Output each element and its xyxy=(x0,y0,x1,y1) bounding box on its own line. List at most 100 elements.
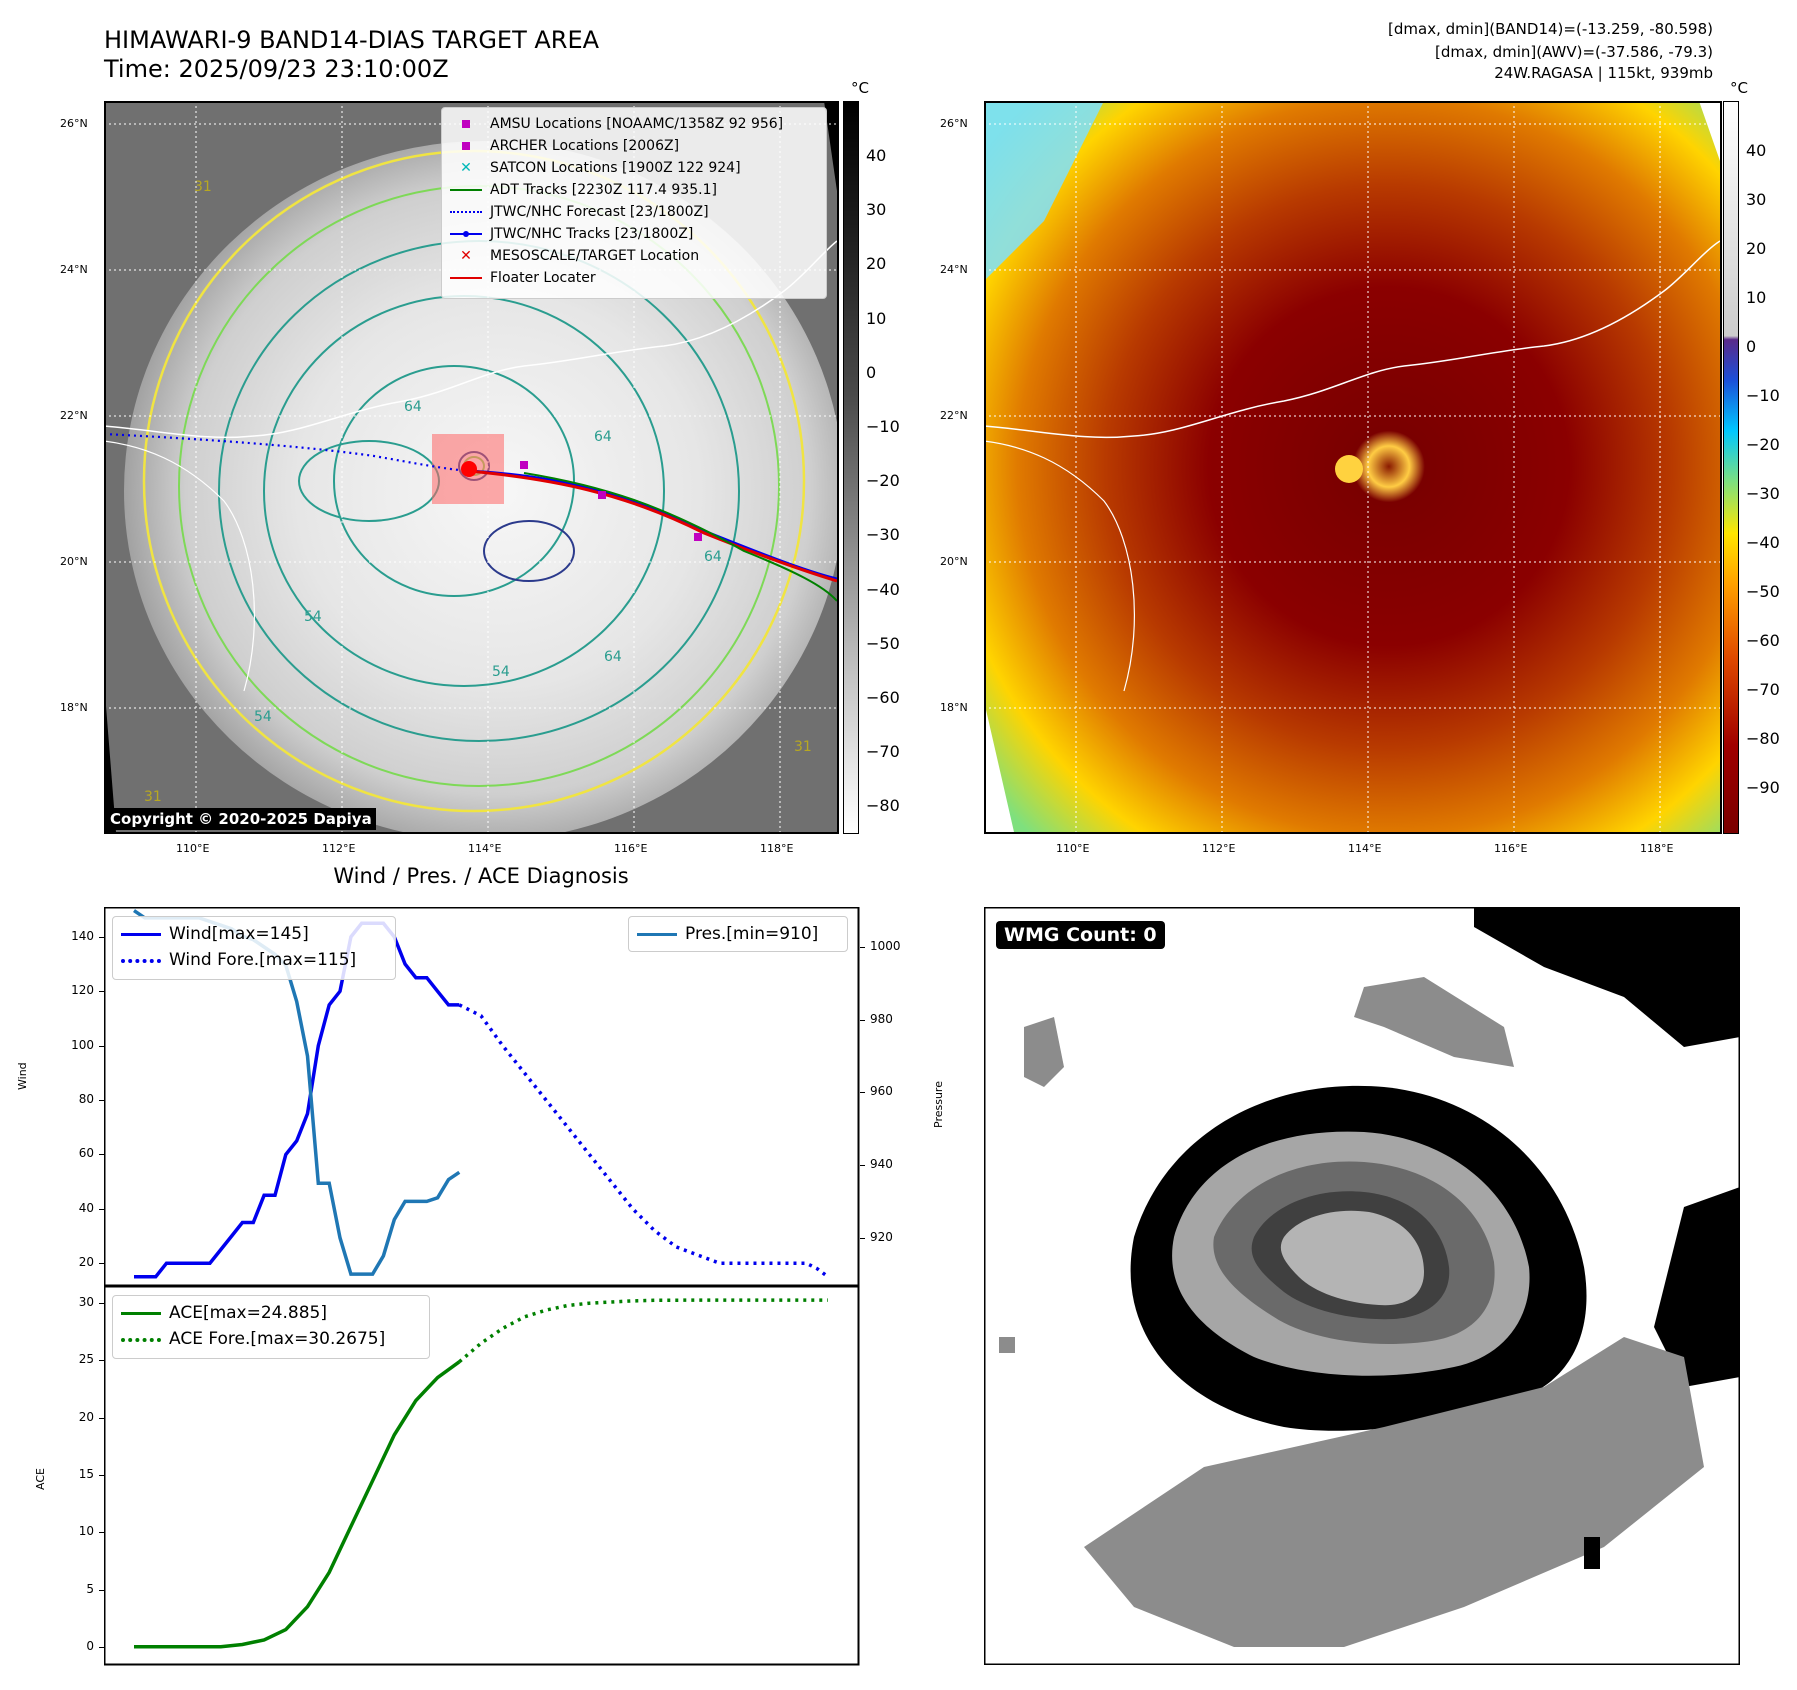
series-line-ace-fore xyxy=(458,1298,828,1364)
legend-line-wind-forecast xyxy=(121,959,161,963)
no-data-corner xyxy=(984,701,1014,832)
lon-label: 114°E xyxy=(1348,842,1382,855)
y2-tick-label: 960 xyxy=(870,1084,893,1099)
amsu-marker xyxy=(694,533,702,541)
colorbar-tick: −70 xyxy=(866,742,900,762)
lon-label: 118°E xyxy=(1640,842,1674,855)
colorbar-tick: −40 xyxy=(866,579,900,599)
copyright-label: Copyright © 2020-2025 Dapiya xyxy=(106,808,376,830)
tick-mark xyxy=(860,946,865,948)
legend-line-forecast xyxy=(450,211,482,213)
wmg-frame xyxy=(984,907,1740,1665)
forecast-track xyxy=(104,432,470,473)
tick-mark xyxy=(99,1154,104,1156)
ace-legend: ACE[max=24.885] ACE Fore.[max=30.2675] xyxy=(112,1295,430,1359)
lon-label: 110°E xyxy=(1056,842,1090,855)
lon-label: 112°E xyxy=(1202,842,1236,855)
wmg-black-region xyxy=(1474,907,1740,1047)
y-tick-label: 10 xyxy=(78,1524,94,1539)
colorbar-tick: −80 xyxy=(866,796,900,816)
cross-icon: ✕ xyxy=(460,160,472,176)
series-line-wind xyxy=(134,921,460,1279)
diagnosis-title: Wind / Pres. / ACE Diagnosis xyxy=(333,864,629,888)
wind-axis-label: Wind xyxy=(16,1062,29,1090)
coastline xyxy=(104,240,837,439)
lat-label: 22°N xyxy=(60,409,88,422)
temperature-contours xyxy=(142,149,806,813)
archer-marker xyxy=(598,491,606,499)
legend-label: ADT Tracks [2230Z 117.4 935.1] xyxy=(490,182,717,198)
lon-label: 114°E xyxy=(468,842,502,855)
lon-label: 118°E xyxy=(760,842,794,855)
colorbar-tick: 40 xyxy=(1746,141,1767,160)
colorbar-tick: 30 xyxy=(866,200,887,220)
tick-mark xyxy=(99,1208,104,1210)
stat-line1: [dmax, dmin](BAND14)=(-13.259, -80.598) xyxy=(1388,20,1713,38)
floater-track xyxy=(468,469,837,583)
tick-mark xyxy=(99,936,104,938)
legend-marker-amsu xyxy=(462,120,470,128)
contour-label: 64 xyxy=(404,399,422,415)
pressure-axis-label: Pressure xyxy=(932,1081,945,1128)
legend-label: ACE[max=24.885] xyxy=(169,1303,327,1323)
contour-label: 31 xyxy=(194,179,212,195)
tick-mark xyxy=(99,1303,104,1305)
y-tick-label: 20 xyxy=(78,1255,94,1270)
contour-label: 54 xyxy=(254,709,272,725)
legend-label: Pres.[min=910] xyxy=(685,924,819,944)
adt-track xyxy=(523,472,837,602)
clear-sky-region xyxy=(984,101,1104,281)
wind-legend: Wind[max=145] Wind Fore.[max=115] xyxy=(112,916,396,980)
amsu-marker xyxy=(520,461,528,469)
lat-label: 20°N xyxy=(940,555,968,568)
contour-label: 64 xyxy=(704,549,722,565)
contour-label: 54 xyxy=(304,609,322,625)
target-location-marker xyxy=(461,461,477,477)
legend-item-adt: ADT Tracks [2230Z 117.4 935.1] xyxy=(448,179,820,201)
y2-tick-label: 920 xyxy=(870,1229,893,1244)
colorbar-tick: 10 xyxy=(866,308,887,328)
colorbar-tick: −70 xyxy=(1746,680,1780,699)
legend-item-amsu: AMSU Locations [NOAAMC/1358Z 92 956] xyxy=(448,113,820,135)
contour-label: 31 xyxy=(144,789,162,805)
legend-item-tracks: JTWC/NHC Tracks [23/1800Z] xyxy=(448,223,820,245)
legend-item-wind: Wind[max=145] xyxy=(119,921,389,947)
lon-label: 116°E xyxy=(614,842,648,855)
colorbar-tick: −60 xyxy=(866,688,900,707)
contour-darkblue xyxy=(483,520,575,582)
legend-item-ace: ACE[max=24.885] xyxy=(119,1300,423,1326)
lon-label: 110°E xyxy=(176,842,210,855)
wmg-black-pixel xyxy=(1584,1537,1600,1569)
ace-axis-label: ACE xyxy=(34,1468,47,1490)
left-map-frame xyxy=(104,101,839,834)
map-legend: AMSU Locations [NOAAMC/1358Z 92 956] ARC… xyxy=(441,107,827,299)
legend-label: AMSU Locations [NOAAMC/1358Z 92 956] xyxy=(490,116,784,132)
legend-label: Wind Fore.[max=115] xyxy=(169,950,357,970)
lat-label: 22°N xyxy=(940,409,968,422)
colorbar-tick: 40 xyxy=(866,146,887,165)
colorbar-unit: °C xyxy=(1730,79,1748,97)
y-tick-label: 15 xyxy=(78,1467,94,1481)
colorbar-unit: °C xyxy=(851,79,869,97)
lat-label: 20°N xyxy=(60,555,88,568)
contour-label: 54 xyxy=(492,664,510,680)
colorbar-tick: −30 xyxy=(866,525,900,545)
y-tick-label: 40 xyxy=(78,1200,94,1215)
colorbar-left xyxy=(843,101,859,834)
lat-label: 24°N xyxy=(940,263,968,276)
eye xyxy=(1335,455,1363,483)
legend-label: Floater Locater xyxy=(490,270,596,286)
legend-item-satcon: ✕ SATCON Locations [1900Z 122 924] xyxy=(448,157,820,179)
colorbar-tick: −60 xyxy=(1746,631,1780,650)
y-tick-label: 80 xyxy=(78,1092,94,1107)
tick-mark xyxy=(99,1646,104,1648)
legend-label: SATCON Locations [1900Z 122 924] xyxy=(490,160,741,176)
legend-label: JTWC/NHC Forecast [23/1800Z] xyxy=(490,204,709,220)
tick-mark xyxy=(99,1100,104,1102)
colorbar-right xyxy=(1723,101,1739,834)
wmg-count-badge: WMG Count: 0 xyxy=(996,921,1165,949)
legend-item-ace-forecast: ACE Fore.[max=30.2675] xyxy=(119,1326,423,1352)
wmg-black-region xyxy=(1654,1187,1740,1387)
legend-item-wind-forecast: Wind Fore.[max=115] xyxy=(119,947,389,973)
pressure-legend: Pres.[min=910] xyxy=(628,916,848,952)
